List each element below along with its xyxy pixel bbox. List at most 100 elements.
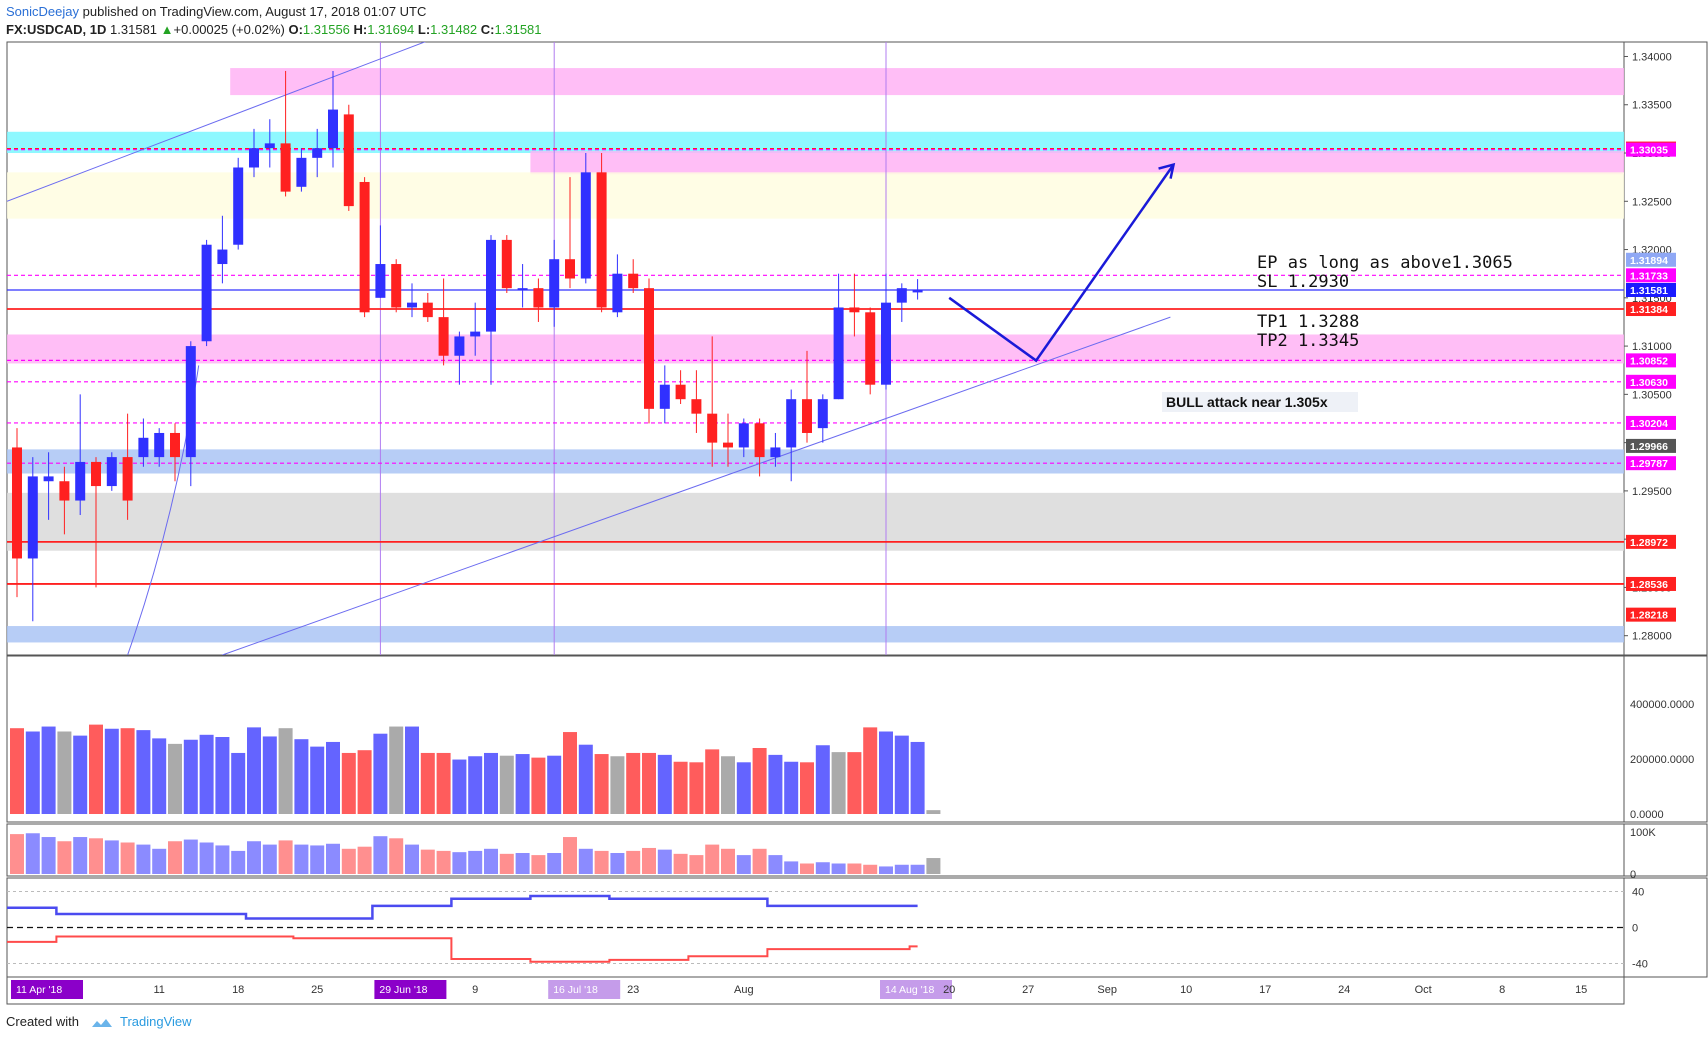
volume-bar: [894, 735, 909, 814]
osc3-tick-label: 40: [1632, 887, 1644, 899]
candle-body: [754, 423, 765, 458]
volume-bar: [231, 752, 246, 814]
osc2-bar: [262, 844, 277, 874]
chart-header: SonicDeejay published on TradingView.com…: [0, 0, 1708, 40]
volume-bar: [168, 743, 182, 814]
candle-body: [817, 399, 828, 429]
price-tick-label: 1.31000: [1632, 341, 1672, 353]
high-value: 1.31694: [367, 22, 415, 37]
candle-body: [375, 264, 386, 298]
low-label: L:: [417, 22, 431, 37]
volume-bar: [563, 732, 577, 814]
volume-bar: [847, 752, 862, 814]
candle-body: [486, 239, 496, 332]
candle-body: [770, 447, 781, 458]
level-badge-label: 1.30852: [1630, 355, 1668, 367]
volume-bar: [436, 752, 451, 814]
osc3-tick-label: 0: [1632, 923, 1638, 935]
time-axis-frame: [6, 976, 1625, 1005]
date-badge-label: 29 Jun '18: [379, 984, 427, 996]
candle-body: [738, 423, 749, 448]
close-label: C:: [480, 22, 495, 37]
osc2-bar: [547, 853, 562, 874]
osc2-bar: [879, 866, 893, 874]
osc2-bar: [341, 848, 356, 874]
candle-body: [723, 442, 733, 448]
osc2-bar: [104, 840, 119, 874]
candle-body: [454, 336, 465, 356]
candle-body: [470, 331, 481, 337]
volume-bar: [784, 761, 799, 814]
volume-bar: [705, 749, 720, 814]
symbol-label: FX:USDCAD, 1D: [6, 22, 107, 37]
candle-body: [881, 302, 891, 385]
osc2-bar: [499, 853, 514, 874]
candle-body: [865, 312, 876, 385]
date-tick-label: 27: [1022, 984, 1034, 996]
candle-body: [533, 288, 544, 308]
volume-bar: [721, 756, 735, 814]
osc2-bar: [25, 833, 40, 874]
up-arrow-icon: ▲: [160, 22, 174, 37]
candle-body: [59, 481, 70, 501]
volume-bar: [10, 728, 24, 814]
candle-body: [138, 437, 149, 458]
osc2-bar: [815, 862, 830, 874]
osc2-bar: [168, 841, 182, 874]
date-tick-label: 17: [1259, 984, 1271, 996]
level-badge: [1626, 302, 1676, 317]
osc2-bar: [910, 864, 925, 874]
volume-bar: [926, 810, 941, 814]
osc2-bar: [752, 848, 767, 874]
volume-bar: [152, 738, 167, 814]
zone-0: [230, 68, 1624, 96]
annotation-bull: BULL attack near 1.305x: [1166, 394, 1328, 410]
date-tick-label: 11: [153, 984, 164, 996]
osc2-bar: [673, 853, 688, 874]
osc3-blue-line: [7, 894, 918, 920]
volume-bar: [452, 759, 467, 814]
tradingview-link[interactable]: TradingView: [120, 1014, 192, 1029]
candle-body: [612, 273, 623, 313]
level-badge: [1626, 252, 1676, 267]
candle-body: [675, 384, 686, 400]
author-link[interactable]: SonicDeejay: [6, 4, 79, 19]
candle-body: [707, 413, 718, 443]
candle-body: [549, 259, 560, 308]
candle-body: [896, 288, 907, 303]
volume-bar: [752, 748, 767, 814]
candle-body: [802, 399, 812, 433]
candle-body: [233, 167, 244, 245]
level-badge: [1626, 374, 1676, 389]
date-badge-label: 11 Apr '18: [16, 984, 62, 996]
volume-bar: [484, 752, 498, 814]
osc2-bar: [768, 855, 783, 874]
price-tick-label: 1.30500: [1632, 389, 1672, 401]
volume-bar: [736, 762, 751, 814]
date-tick-label: 20: [943, 984, 955, 996]
osc3-tick-label: -40: [1632, 959, 1648, 971]
level-badge: [1626, 534, 1676, 549]
symbol-line: FX:USDCAD, 1D 1.31581 ▲+0.00025 (+0.02%)…: [6, 22, 542, 37]
price-change: +0.00025 (+0.02%): [173, 22, 285, 37]
candle-body: [359, 181, 370, 313]
date-tick-label: 24: [1338, 984, 1350, 996]
date-tick-label: 18: [232, 984, 244, 996]
price-axis-frame-3: [1623, 823, 1708, 877]
osc2-bar: [689, 855, 704, 874]
osc2-bar: [436, 850, 451, 874]
volume-bar: [800, 762, 814, 814]
volume-bar: [768, 754, 783, 814]
level-badge-label: 1.31894: [1630, 255, 1668, 267]
candle-body: [312, 148, 323, 158]
candle-body: [833, 307, 844, 400]
osc2-bar: [594, 850, 609, 874]
candle-body: [628, 273, 639, 289]
annotation-tp1: TP1 1.3288: [1257, 312, 1359, 332]
volume-bar: [673, 761, 688, 814]
volume-bar: [326, 741, 340, 814]
projection-arrowhead: [1158, 162, 1176, 179]
volume-bar: [373, 733, 388, 814]
volume-bar: [815, 745, 830, 814]
